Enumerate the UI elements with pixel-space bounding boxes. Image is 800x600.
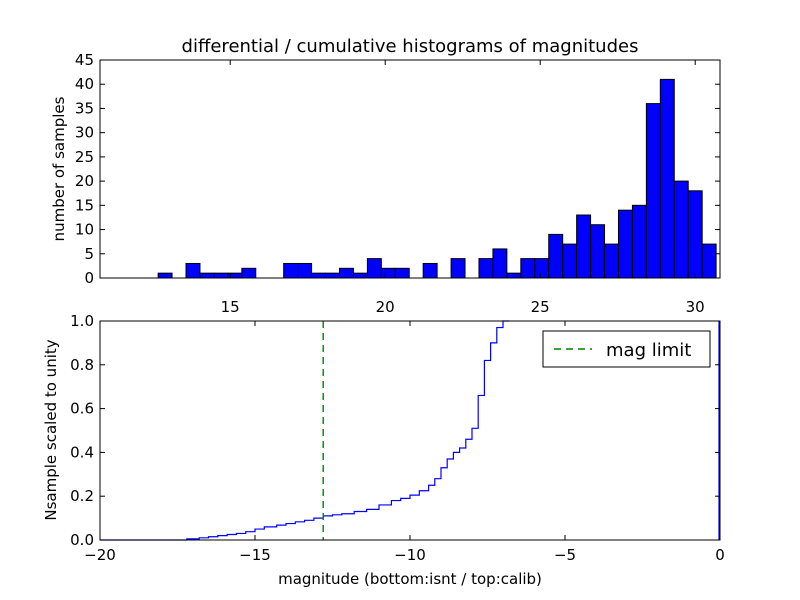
histogram-bar <box>241 267 257 279</box>
y-tick-label: 25 <box>75 148 94 166</box>
histogram-bar <box>673 180 689 279</box>
x-tick-label: 25 <box>531 298 550 316</box>
histogram-bar <box>478 258 494 279</box>
x-tick-label: 0 <box>715 546 725 564</box>
bottom-x-axis-label: magnitude (bottom:isnt / top:calib) <box>278 570 542 588</box>
histogram-bar <box>687 190 703 279</box>
histogram-bar <box>325 272 340 279</box>
histogram-bar <box>157 272 173 279</box>
histogram-bar <box>590 224 606 279</box>
x-tick-label: 20 <box>376 298 395 316</box>
y-tick-label: 35 <box>75 99 94 117</box>
histogram-bar <box>520 258 536 279</box>
histogram-bar <box>283 262 299 279</box>
bottom-ticks-group: 0.0 0.2 0.4 0.6 0.8 1.0 −20 −15 −10 −5 0 <box>70 312 725 564</box>
y-tick-label: 0.6 <box>70 400 94 418</box>
histogram-bar <box>534 258 550 279</box>
histogram-bar <box>338 267 354 279</box>
x-tick-label: 15 <box>221 298 240 316</box>
y-tick-label: 0 <box>84 269 94 287</box>
y-tick-label: 0.4 <box>70 443 94 461</box>
y-tick-label: 10 <box>75 221 94 239</box>
histogram-bar <box>352 272 368 279</box>
y-tick-label: 0.0 <box>70 531 94 549</box>
histogram-bar <box>645 103 661 279</box>
x-tick-label: −20 <box>84 546 116 564</box>
cumulative-step-line <box>100 320 510 541</box>
top-plot-frame <box>99 59 721 279</box>
y-tick-label: 0.2 <box>70 487 94 505</box>
histogram-bar <box>199 272 215 279</box>
top-bars-group <box>157 78 717 279</box>
histogram-bar <box>394 267 410 279</box>
histogram-bar <box>562 243 578 279</box>
histogram-bar <box>311 272 327 279</box>
bottom-y-axis-label: Nsample scaled to unity <box>42 339 60 520</box>
histogram-bar <box>450 258 466 279</box>
histogram-bar <box>631 204 647 279</box>
histogram-bar <box>492 248 508 279</box>
bottom-series-group <box>100 320 720 541</box>
top-ticks-group: 0 5 10 15 20 25 30 35 40 45 15 20 25 30 <box>75 51 720 316</box>
histogram-bar <box>213 272 229 279</box>
legend-label-mag-limit: mag limit <box>606 340 691 361</box>
histogram-bar <box>506 272 522 279</box>
y-tick-label: 15 <box>75 196 94 214</box>
histogram-bar <box>617 209 633 279</box>
histogram-bar <box>422 262 438 279</box>
y-tick-label: 0.8 <box>70 356 94 374</box>
legend: mag limit <box>542 330 711 368</box>
histogram-bar <box>604 243 619 279</box>
x-tick-label: 30 <box>686 298 705 316</box>
x-tick-label: −10 <box>394 546 426 564</box>
y-tick-label: 40 <box>75 75 94 93</box>
histogram-bar <box>185 262 201 279</box>
histogram-bar <box>576 214 592 279</box>
histogram-bar <box>548 233 564 279</box>
x-tick-label: −15 <box>239 546 271 564</box>
y-tick-label: 30 <box>75 124 94 142</box>
bottom-plot-frame <box>99 320 721 541</box>
histogram-bar <box>297 262 313 279</box>
histogram-bar <box>366 258 382 279</box>
y-tick-label: 20 <box>75 172 94 190</box>
y-tick-label: 5 <box>84 245 94 263</box>
histogram-bar <box>380 267 396 279</box>
top-y-axis-label: number of samples <box>50 96 68 241</box>
x-tick-label: −5 <box>554 546 576 564</box>
y-tick-label: 45 <box>75 51 94 69</box>
histogram-bar <box>701 243 717 279</box>
top-chart-title: differential / cumulative histograms of … <box>182 36 639 57</box>
y-tick-label: 1.0 <box>70 312 94 330</box>
histogram-bar <box>659 78 675 279</box>
